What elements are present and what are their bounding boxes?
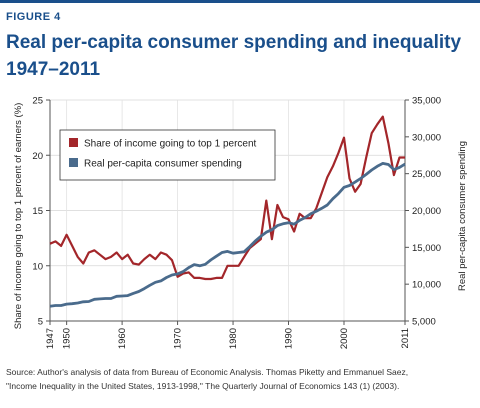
x-tick-label: 1960 [117,328,128,349]
right-axis-ticks: 5,000 10,000 15,000 20,000 25,000 30,000 35,00… [405,96,441,328]
left-tick-label: 5 [38,317,43,328]
right-axis-label: Real per-capita consumer spending [457,141,468,291]
x-tick-label: 1970 [173,328,184,349]
series-lines [49,115,406,308]
left-tick-label: 25 [32,96,43,107]
source-note: Source: Author's analysis of data from B… [6,365,474,393]
figure-label: FIGURE 4 [6,11,61,23]
x-tick-label: 1947 [45,328,56,349]
legend-swatch [69,138,78,147]
right-tick-label: 20,000 [412,206,441,217]
legend-swatch [69,158,78,167]
chart-area: 1947 1950 1960 1970 1980 1990 2000 2011 5 10 15 20… [13,96,468,350]
right-tick-label: 35,000 [412,96,441,107]
left-axis-ticks: 5 10 15 20 25 [32,96,50,328]
left-tick-label: 15 [32,206,43,217]
chart-title: Real per-capita consumer spending and in… [6,29,466,83]
legend-label: Share of income going to top 1 percent [84,139,257,150]
right-tick-label: 10,000 [412,280,441,291]
legend-box [59,129,276,181]
x-tick-label: 1990 [284,328,295,349]
right-tick-label: 15,000 [412,243,441,254]
source-line2: "Income Inequality in the United States,… [6,381,400,391]
x-tick-label: 1950 [62,328,73,349]
chart-title-line1: Real per-capita consumer spending and in… [6,32,462,53]
x-tick-label: 2011 [400,328,411,348]
source-line1: Source: Author's analysis of data from B… [6,367,409,377]
right-tick-label: 5,000 [412,317,436,328]
x-tick-label: 1980 [228,328,239,349]
legend-label: Real per-capita consumer spending [84,159,242,170]
series-line-top1-share [49,115,405,281]
right-tick-label: 30,000 [412,132,441,143]
x-tick-label: 2000 [339,328,350,349]
x-axis-ticks: 1947 1950 1960 1970 1980 1990 2000 2011 [45,321,411,349]
series-line-consumer-spending [49,162,406,308]
legend: Share of income going to top 1 percent Re… [59,129,276,181]
left-tick-label: 20 [32,151,43,162]
chart-title-line2: 1947–2011 [6,59,101,80]
left-axis-label: Share of income going to top 1 percent o… [13,103,24,330]
left-tick-label: 10 [32,261,43,272]
right-tick-label: 25,000 [412,169,441,180]
